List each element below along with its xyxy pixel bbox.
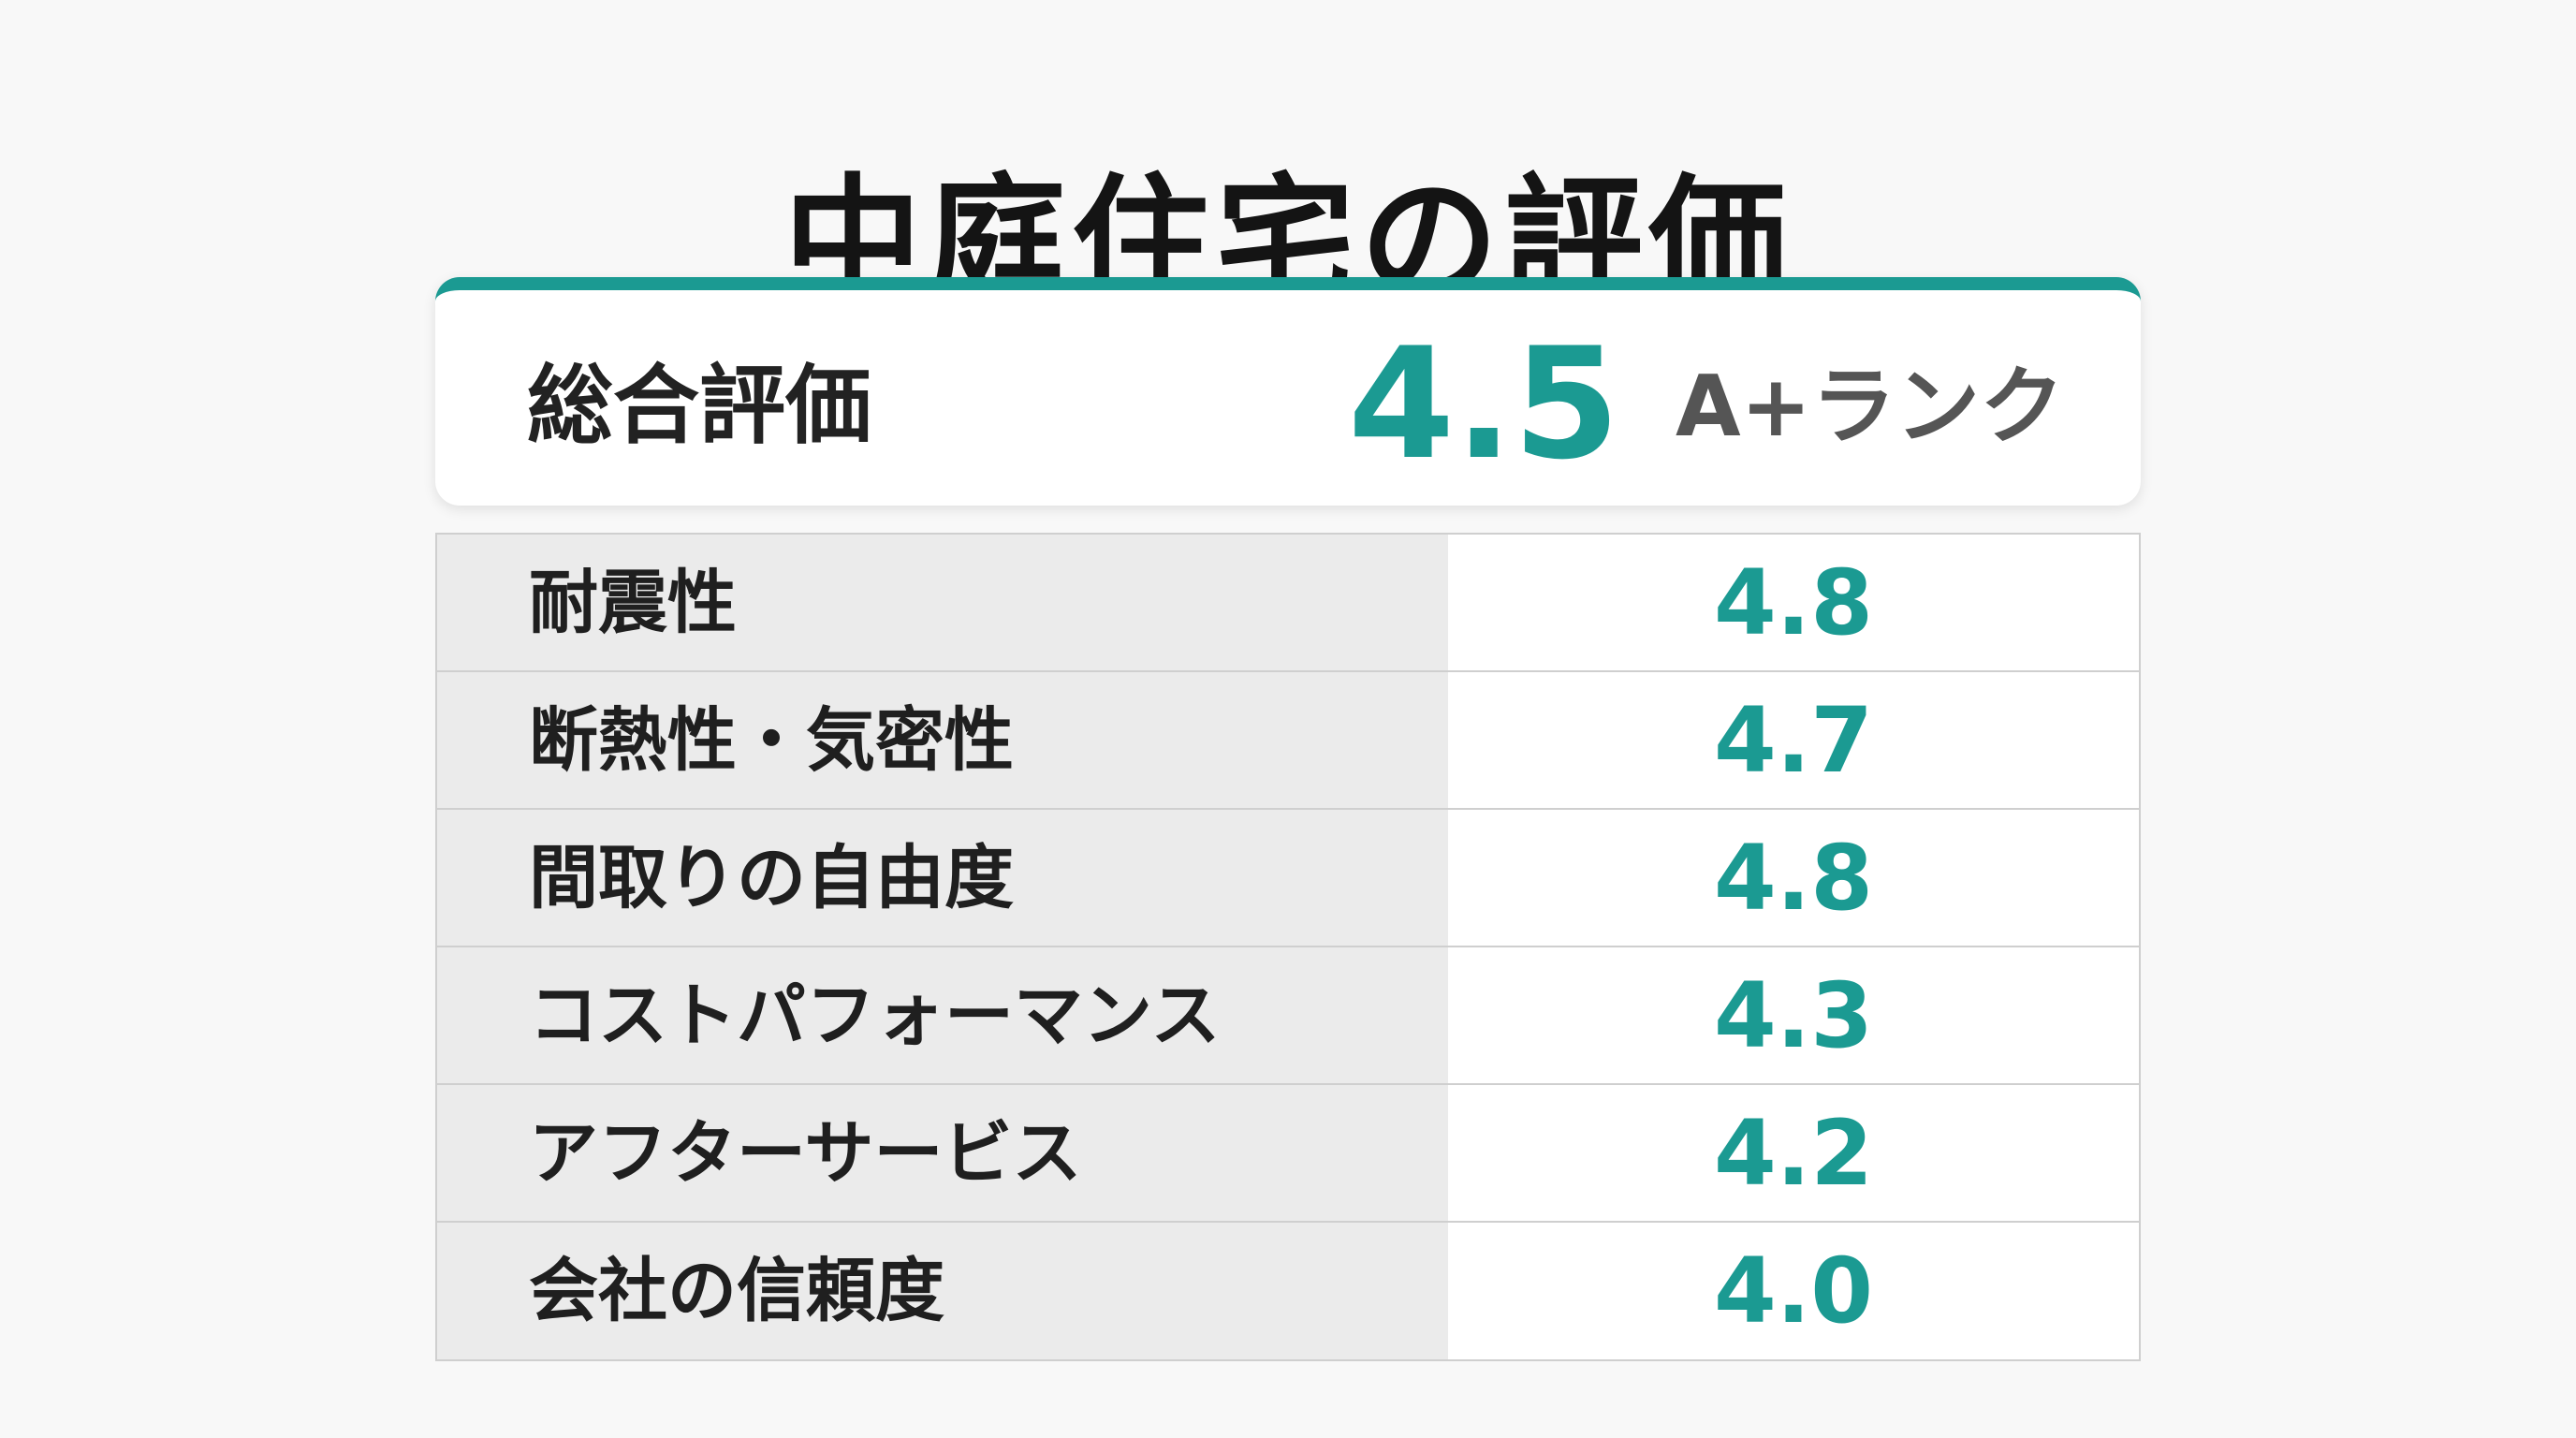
rating-value-cell: 4.8 [1448,810,2139,946]
rating-value-after-service: 4.2 [1713,1100,1874,1206]
table-row: アフターサービス 4.2 [437,1085,2139,1223]
rating-value-cell: 4.7 [1448,672,2139,808]
rating-label-cell: 会社の信頼度 [437,1223,1448,1359]
table-row: 間取りの自由度 4.8 [437,810,2139,947]
rating-label-cell: 耐震性 [437,535,1448,670]
rating-label-cell: アフターサービス [437,1085,1448,1221]
overall-rating-rank: A+ランク [1676,358,2065,456]
rating-label-company-reliability: 会社の信頼度 [529,1251,944,1331]
rating-value-company-reliability: 4.0 [1713,1239,1874,1343]
rating-label-after-service: アフターサービス [529,1112,1082,1194]
rating-value-cell: 4.0 [1448,1223,2139,1359]
rating-label-cell: コストパフォーマンス [437,947,1448,1083]
rating-value-insulation-airtightness: 4.7 [1713,687,1874,793]
rating-label-cost-performance: コストパフォーマンス [529,975,1221,1056]
rating-value-cell: 4.2 [1448,1085,2139,1221]
rating-value-earthquake-resistance: 4.8 [1713,550,1874,655]
ratings-table: 耐震性 4.8 断熱性・気密性 4.7 間取りの自由度 4.8 コストパフォーマ… [435,533,2141,1361]
rating-value-cell: 4.8 [1448,535,2139,670]
overall-rating-label: 総合評価 [527,356,872,456]
rating-label-floor-plan-freedom: 間取りの自由度 [529,837,1014,918]
rating-value-cell: 4.3 [1448,947,2139,1083]
table-row: 耐震性 4.8 [437,535,2139,672]
rating-label-earthquake-resistance: 耐震性 [529,562,737,643]
rating-value-floor-plan-freedom: 4.8 [1713,825,1874,931]
rating-value-cost-performance: 4.3 [1713,962,1874,1068]
rating-label-cell: 断熱性・気密性 [437,672,1448,808]
rating-label-insulation-airtightness: 断熱性・気密性 [529,699,1014,781]
table-row: 断熱性・気密性 4.7 [437,672,2139,810]
overall-rating-score: 4.5 [1348,315,1620,493]
table-row: 会社の信頼度 4.0 [437,1223,2139,1359]
rating-label-cell: 間取りの自由度 [437,810,1448,946]
table-row: コストパフォーマンス 4.3 [437,947,2139,1085]
overall-rating-card: 総合評価 4.5 A+ランク [435,277,2141,506]
